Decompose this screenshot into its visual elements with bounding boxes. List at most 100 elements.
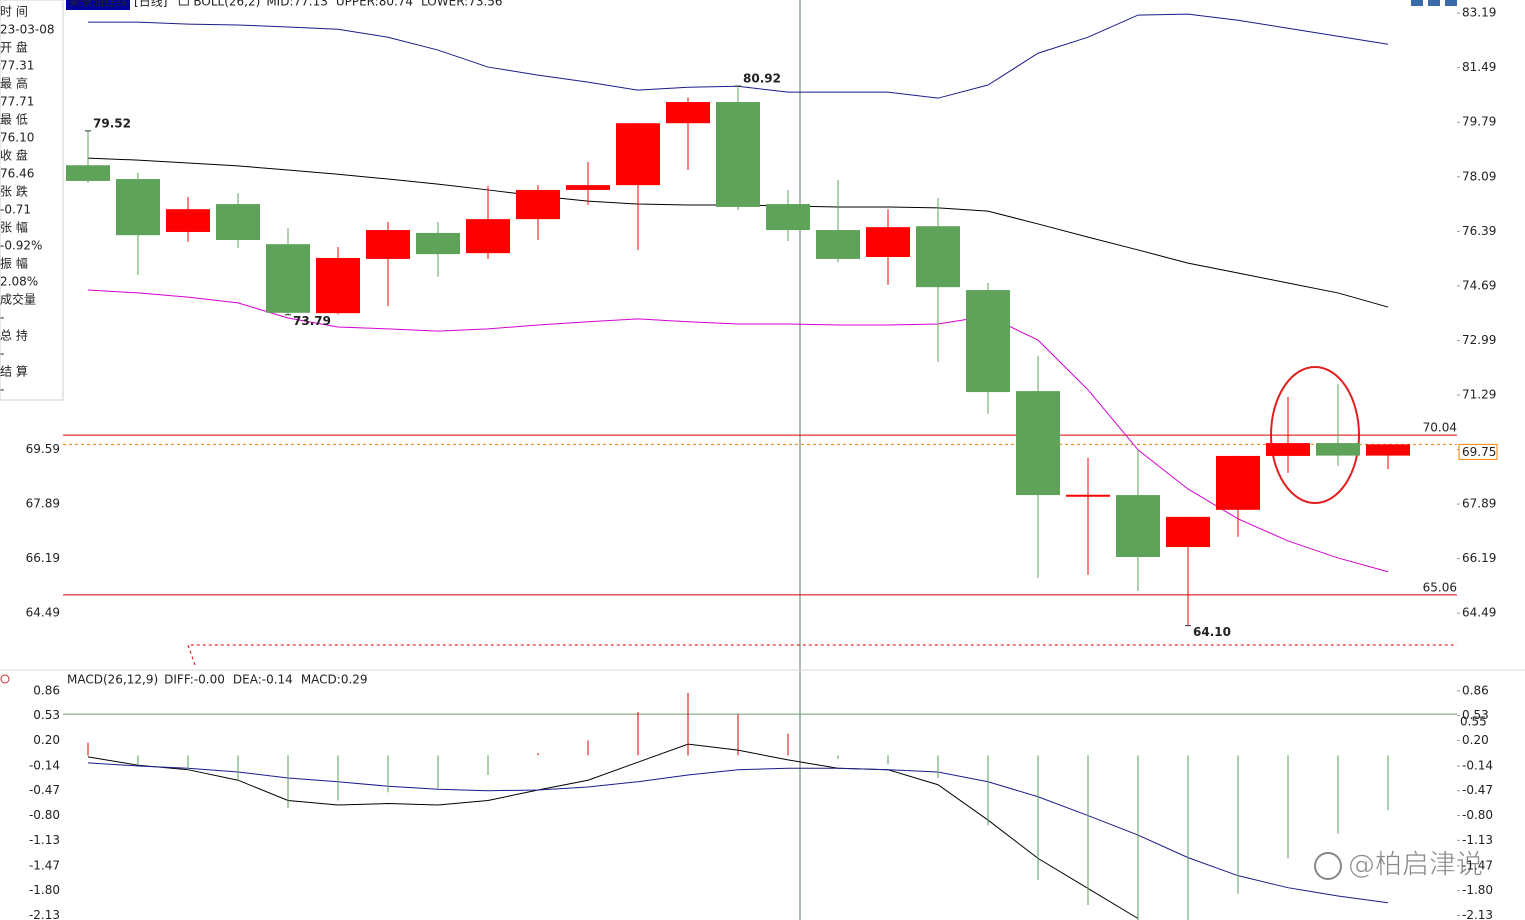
y-tick-label: 71.29 [1462, 387, 1496, 401]
extreme-label: 64.10 [1193, 625, 1231, 639]
candle-body [416, 232, 460, 255]
watermark: @柏启津说 [1348, 850, 1483, 881]
info-value: -0.92% [0, 239, 42, 253]
candle-body [516, 189, 560, 220]
legend-entry: DIFF:-0.00 [164, 673, 225, 687]
y-tick-label: 0.53 [1462, 708, 1489, 722]
toolbar-icon[interactable] [1445, 0, 1457, 6]
instrument-box [66, 0, 131, 10]
info-label: 时 间 [0, 5, 28, 19]
y-tick-label: 0.86 [1462, 683, 1489, 697]
candle-body [766, 204, 810, 231]
y-tick-label: -1.47 [29, 858, 60, 872]
info-panel [0, 0, 64, 401]
y-tick-label: 67.89 [26, 497, 60, 511]
macd-line [87, 762, 1389, 904]
candle-body [916, 226, 960, 288]
y-tick-label: -0.14 [29, 758, 60, 772]
candle-body [1016, 391, 1060, 496]
y-tick-label: -0.80 [29, 808, 60, 822]
boll-line [87, 289, 1389, 573]
y-tick-label: 67.89 [1462, 497, 1496, 511]
info-value: 76.46 [0, 167, 34, 181]
toolbar-icon[interactable] [1428, 0, 1440, 6]
candle-body [216, 204, 260, 240]
candle-body [316, 257, 360, 314]
price-box [1458, 443, 1498, 460]
indicator-icon [178, 0, 189, 6]
info-label: 张 跌 [0, 184, 28, 199]
legend-entry: MID:77.13 [266, 0, 328, 9]
info-value: 76.10 [0, 131, 34, 145]
info-value: 77.31 [0, 59, 34, 73]
y-tick-label: 64.49 [1462, 606, 1496, 620]
y-tick-label: 0.20 [33, 733, 60, 747]
candle-body [1316, 443, 1360, 456]
candle-body [666, 102, 710, 124]
candle-body [1166, 516, 1210, 548]
candle-body [116, 179, 160, 236]
y-tick-label: 64.49 [26, 606, 60, 620]
y-tick-label: -0.47 [29, 783, 60, 797]
period: [日线] [134, 0, 167, 9]
y-tick-label: 0.53 [33, 708, 60, 722]
y-tick-label: 66.19 [26, 551, 60, 565]
indicator-line-label: 0.55 [1460, 715, 1487, 729]
legend-entry: DEA:-0.14 [233, 673, 293, 687]
info-label: 成交量 [0, 292, 36, 307]
y-tick-label: 72.99 [1462, 333, 1496, 347]
indicator-title: MACD(26,12,9) [67, 673, 158, 687]
info-value: - [0, 383, 4, 397]
info-value: - [0, 347, 4, 361]
y-tick-label: -1.80 [29, 883, 60, 897]
info-label: 总 持 [0, 328, 28, 343]
candle-body [866, 227, 910, 257]
candle-body [166, 209, 210, 232]
info-label: 开 盘 [0, 40, 28, 55]
info-value: 23-03-08 [0, 23, 54, 37]
y-tick-label: 81.49 [1462, 60, 1496, 74]
legend-entry: MACD:0.29 [301, 673, 368, 687]
candle-body [66, 165, 110, 181]
watermark-logo [1314, 852, 1342, 880]
y-tick-label: 0.86 [33, 683, 60, 697]
extreme-label: 79.52 [93, 116, 131, 130]
info-label: 张 幅 [0, 220, 28, 235]
y-tick-label: 69.59 [26, 442, 60, 456]
candle-body [466, 219, 510, 254]
price-label: 69.75 [1462, 445, 1496, 459]
info-label: 振 幅 [0, 256, 28, 271]
y-tick-label: 76.39 [1462, 224, 1496, 238]
y-tick-label: 0.20 [1462, 733, 1489, 747]
candle-body [816, 230, 860, 259]
extreme-label: 80.92 [743, 71, 781, 85]
y-tick-label: 79.79 [1462, 115, 1496, 129]
y-tick-label: -2.13 [1462, 908, 1493, 920]
candle-body [1216, 455, 1260, 510]
candle-body [616, 123, 660, 186]
y-tick-label: -0.47 [1462, 783, 1493, 797]
info-label: 收 盘 [0, 148, 28, 163]
price-label: 65.06 [1423, 580, 1457, 594]
y-tick-label: -0.80 [1462, 808, 1493, 822]
drawn-line [187, 644, 1457, 666]
y-tick-label: -1.13 [1462, 833, 1493, 847]
info-value: -0.71 [0, 203, 31, 217]
candle-body [1116, 495, 1160, 557]
info-label: 最 低 [0, 113, 28, 127]
candle-body [1266, 443, 1310, 456]
candle-body [366, 230, 410, 259]
macd-line [87, 743, 1139, 919]
candle-body [566, 185, 610, 190]
y-tick-label: 66.19 [1462, 551, 1496, 565]
y-tick-label: -1.13 [29, 833, 60, 847]
info-label: 最 高 [0, 76, 28, 91]
y-tick-label: -2.13 [29, 908, 60, 920]
settings-icon [0, 674, 10, 684]
y-tick-label: 83.19 [1462, 6, 1496, 20]
candle-body [966, 290, 1010, 393]
toolbar-icon[interactable] [1411, 0, 1423, 6]
info-value: 77.71 [0, 95, 34, 109]
y-tick-label: -1.80 [1462, 883, 1493, 897]
